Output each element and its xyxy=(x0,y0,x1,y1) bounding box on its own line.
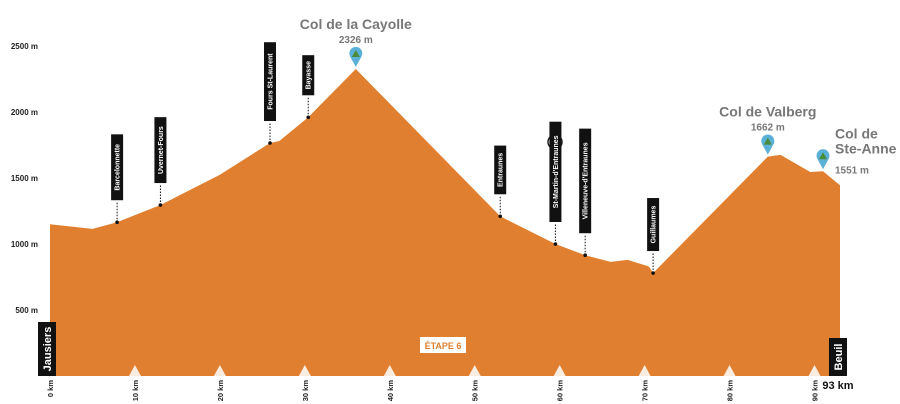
summit-marker xyxy=(760,133,776,157)
summit-marker xyxy=(348,45,364,70)
x-tick xyxy=(638,365,651,376)
summit-name: Ste-Anne xyxy=(835,140,897,156)
x-tick xyxy=(298,365,311,376)
summit-elevation: 1551 m xyxy=(835,165,869,176)
summit-elevation: 2326 m xyxy=(339,35,373,46)
elevation-area xyxy=(50,68,840,376)
town-point xyxy=(306,115,311,120)
x-tick-label: 10 km xyxy=(131,380,140,402)
start-box-bg xyxy=(38,322,56,376)
x-tick-label: 60 km xyxy=(556,380,565,402)
town-point xyxy=(583,253,587,258)
x-tick xyxy=(553,365,566,376)
x-tick-label: 90 km xyxy=(811,380,820,402)
x-tick-label: 0 km xyxy=(46,380,55,397)
town-box xyxy=(647,198,660,252)
town-point xyxy=(115,220,119,225)
summit-name: Col de la Cayolle xyxy=(300,16,412,32)
x-tick-label: 40 km xyxy=(386,380,395,402)
town-point xyxy=(498,214,503,219)
y-tick-label: 500 m xyxy=(15,306,38,315)
town-label: Fours St-Laurent xyxy=(268,53,275,110)
y-tick-label: 2000 m xyxy=(11,108,38,117)
town-point xyxy=(268,141,272,145)
town-point xyxy=(553,242,558,246)
y-tick-label: 1000 m xyxy=(11,240,38,249)
town-box xyxy=(154,117,167,184)
town-box xyxy=(111,134,124,201)
town-point xyxy=(651,271,655,275)
x-tick xyxy=(213,365,226,376)
summit-marker xyxy=(815,148,831,172)
town-point xyxy=(158,203,163,207)
summit-pin xyxy=(348,45,364,70)
town-box xyxy=(264,42,277,122)
town-label: Uvernet-Fours xyxy=(158,126,165,174)
start-label: Jausiers xyxy=(42,327,54,372)
summit-name: Col de Valberg xyxy=(719,104,816,120)
summit-peak xyxy=(819,152,828,160)
town-box xyxy=(579,128,592,234)
summit-name: Col de xyxy=(835,125,878,141)
start-box: Jausiers xyxy=(38,322,56,376)
x-tick xyxy=(468,365,481,376)
x-tick xyxy=(383,365,396,376)
summit-pin xyxy=(815,148,831,172)
town-label: Villeneuve-d'Entraunes xyxy=(583,142,590,219)
town-label: Bayasse xyxy=(306,61,313,90)
x-tick xyxy=(128,365,141,376)
town-label: St-Martin-d'Entraunes xyxy=(553,135,560,208)
x-tick-label: 70 km xyxy=(641,380,650,402)
town-label: Entraunes xyxy=(498,153,505,187)
y-tick-label: 2500 m xyxy=(11,42,38,51)
x-tick xyxy=(723,365,736,376)
town-box xyxy=(549,121,562,222)
end-box: Beuil xyxy=(829,338,847,376)
end-label: Beuil xyxy=(833,344,845,371)
end-distance: 93 km xyxy=(822,380,853,392)
x-tick-label: 80 km xyxy=(726,380,735,402)
x-tick xyxy=(808,365,821,376)
summit-peak xyxy=(763,137,772,145)
end-box-bg xyxy=(829,338,847,376)
summit-peak xyxy=(351,49,360,57)
town-box xyxy=(494,145,507,195)
town-box xyxy=(302,55,315,96)
stage-label: ÉTAPE 6 xyxy=(425,341,462,351)
x-tick-label: 50 km xyxy=(471,380,480,402)
y-tick-label: 1500 m xyxy=(11,174,38,183)
x-tick-label: 30 km xyxy=(301,380,310,402)
town-label: Guillaumes xyxy=(651,206,658,244)
x-tick-label: 20 km xyxy=(216,380,225,402)
town-label: Barcelonnette xyxy=(115,144,122,191)
stage-box xyxy=(420,337,466,353)
summit-pin xyxy=(760,133,776,157)
summit-elevation: 1662 m xyxy=(751,123,785,134)
